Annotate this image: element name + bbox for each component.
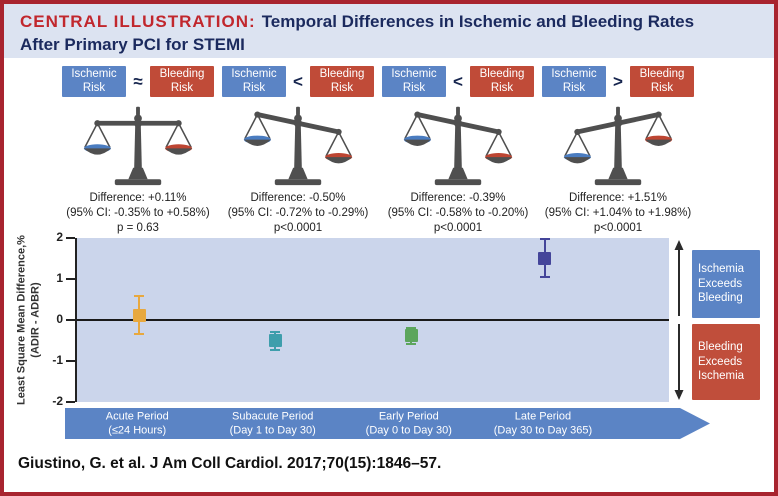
relation-symbol: < <box>293 71 303 91</box>
confidence-interval: (95% CI: +1.04% to +1.98%) <box>544 206 692 219</box>
balance-scale-bleeding-heavier-icon <box>403 106 513 186</box>
bleeding-risk-box: Bleeding Risk <box>630 66 694 97</box>
relation-symbol: ≈ <box>133 71 143 91</box>
confidence-interval: (95% CI: -0.58% to -0.20%) <box>387 206 529 219</box>
x-axis-label-subacute: Subacute Period (Day 1 to Day 30) <box>229 410 316 437</box>
bleeding-risk-box: Bleeding Risk <box>150 66 214 97</box>
stats-block: Difference: -0.50% (95% CI: -0.72% to -0… <box>228 191 369 236</box>
ischemic-risk-box: Ischemic Risk <box>542 66 606 97</box>
stats-block: Difference: +0.11% (95% CI: -0.35% to +0… <box>66 191 210 236</box>
p-value: p<0.0001 <box>273 221 323 234</box>
bleeding-exceeds-ischemia-label: Bleeding Exceeds Ischemia <box>692 324 760 400</box>
bleeding-risk-box: Bleeding Risk <box>470 66 534 97</box>
risk-panels: Ischemic Risk ≈ Bleeding Risk Difference… <box>58 66 698 236</box>
risk-header: Ischemic Risk < Bleeding Risk <box>382 66 534 97</box>
risk-panel-early: Ischemic Risk < Bleeding Risk Difference… <box>378 66 538 236</box>
confidence-interval: (95% CI: -0.35% to +0.58%) <box>66 206 210 219</box>
balance-scale-ischemia-heavier-icon <box>563 106 673 186</box>
direction-arrows-icon <box>674 240 684 400</box>
confidence-interval: (95% CI: -0.72% to -0.29%) <box>227 206 369 219</box>
difference-value: Difference: -0.50% <box>250 192 346 204</box>
citation: Giustino, G. et al. J Am Coll Cardiol. 2… <box>18 455 442 472</box>
title-text: Temporal Differences in Ischemic and Ble… <box>20 12 695 54</box>
risk-panel-subacute: Ischemic Risk < Bleeding Risk Difference… <box>218 66 378 236</box>
ischemic-risk-box: Ischemic Risk <box>382 66 446 97</box>
risk-header: Ischemic Risk > Bleeding Risk <box>542 66 694 97</box>
y-axis-title-line1: Least Square Mean Difference,% <box>15 235 28 405</box>
relation-symbol: > <box>613 71 623 91</box>
difference-value: Difference: -0.39% <box>410 192 506 204</box>
ischemic-risk-box: Ischemic Risk <box>222 66 286 97</box>
p-value: p = 0.63 <box>117 221 159 234</box>
risk-panel-acute: Ischemic Risk ≈ Bleeding Risk Difference… <box>58 66 218 236</box>
risk-panel-late: Ischemic Risk > Bleeding Risk Difference… <box>538 66 698 236</box>
difference-value: Difference: +0.11% <box>89 192 187 204</box>
title-kicker: CENTRAL ILLUSTRATION: <box>20 12 256 31</box>
risk-header: Ischemic Risk ≈ Bleeding Risk <box>62 66 214 97</box>
balance-scale-bleeding-heavier-icon <box>243 106 353 186</box>
x-axis-label-late: Late Period (Day 30 to Day 365) <box>493 410 593 437</box>
difference-value: Difference: +1.51% <box>569 192 667 204</box>
relation-symbol: < <box>453 71 463 91</box>
balance-scale-balanced-icon <box>83 106 193 186</box>
x-axis-label-acute: Acute Period (≤24 Hours) <box>105 410 169 437</box>
figure-title: CENTRAL ILLUSTRATION: Temporal Difference… <box>20 11 730 57</box>
stats-block: Difference: +1.51% (95% CI: +1.04% to +1… <box>545 191 691 236</box>
plot-area: 2 1 0 -1 -2 <box>52 230 669 408</box>
stats-block: Difference: -0.39% (95% CI: -0.58% to -0… <box>388 191 529 236</box>
title-bar: CENTRAL ILLUSTRATION: Temporal Difference… <box>4 4 774 58</box>
bleeding-risk-box: Bleeding Risk <box>310 66 374 97</box>
x-axis-label-early: Early Period (Day 0 to Day 30) <box>365 410 452 437</box>
risk-header: Ischemic Risk < Bleeding Risk <box>222 66 374 97</box>
ischemia-exceeds-bleeding-label: Ischemia Exceeds Bleeding <box>692 250 760 318</box>
p-value: p<0.0001 <box>593 221 643 234</box>
p-value: p<0.0001 <box>433 221 483 234</box>
zero-line <box>77 319 669 321</box>
ischemic-risk-box: Ischemic Risk <box>62 66 126 97</box>
x-axis-arrow-band: Acute Period (≤24 Hours) Subacute Period… <box>65 408 710 439</box>
